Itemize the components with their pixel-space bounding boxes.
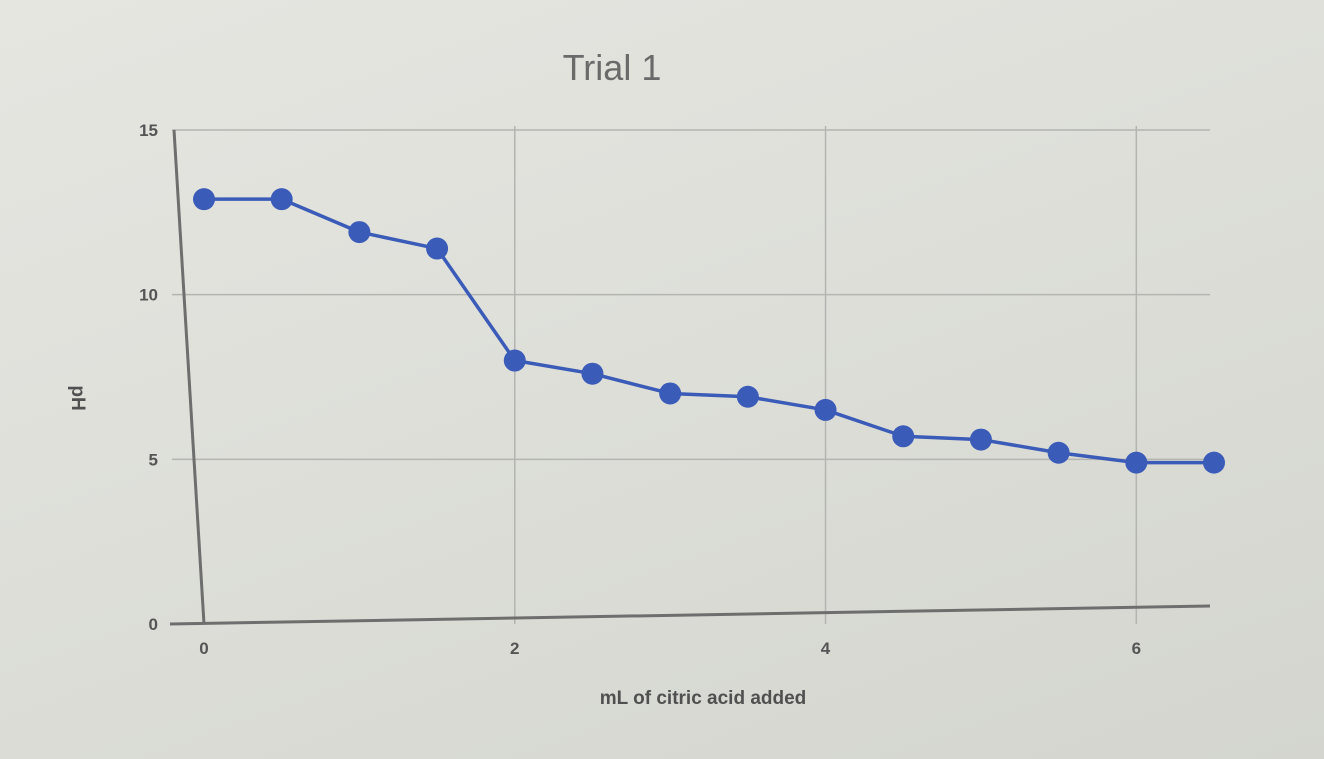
x-axis-line bbox=[169, 604, 1211, 626]
data-point bbox=[892, 425, 915, 448]
data-point bbox=[1203, 451, 1225, 474]
y-tick-label: 10 bbox=[139, 286, 158, 305]
x-tick-label: 6 bbox=[1132, 639, 1141, 658]
axes bbox=[169, 129, 1211, 626]
data-point bbox=[736, 385, 759, 408]
series-line bbox=[204, 197, 1214, 465]
data-point bbox=[503, 349, 526, 372]
x-tick-label: 2 bbox=[510, 639, 519, 658]
y-axis-label: pH bbox=[67, 385, 88, 410]
tick-labels: 0 5 10 15 0 2 4 6 bbox=[139, 121, 1141, 658]
data-point bbox=[814, 398, 837, 421]
data-point bbox=[1125, 451, 1148, 474]
data-point bbox=[581, 362, 604, 385]
data-point bbox=[659, 382, 682, 405]
data-point bbox=[1047, 441, 1070, 464]
data-point bbox=[193, 188, 215, 211]
chart-title: Trial 1 bbox=[563, 47, 662, 88]
y-axis-line bbox=[172, 129, 206, 625]
data-point bbox=[969, 428, 992, 451]
x-tick-label: 4 bbox=[821, 639, 831, 658]
x-axis-label: mL of citric acid added bbox=[600, 688, 807, 709]
series bbox=[193, 188, 1225, 474]
y-tick-label: 15 bbox=[139, 121, 158, 140]
y-tick-label: 0 bbox=[149, 615, 158, 634]
data-point bbox=[426, 237, 449, 260]
data-point bbox=[348, 221, 371, 244]
y-tick-label: 5 bbox=[149, 450, 158, 469]
x-tick-label: 0 bbox=[199, 639, 208, 658]
data-point bbox=[270, 188, 293, 211]
gridlines bbox=[172, 126, 1210, 624]
